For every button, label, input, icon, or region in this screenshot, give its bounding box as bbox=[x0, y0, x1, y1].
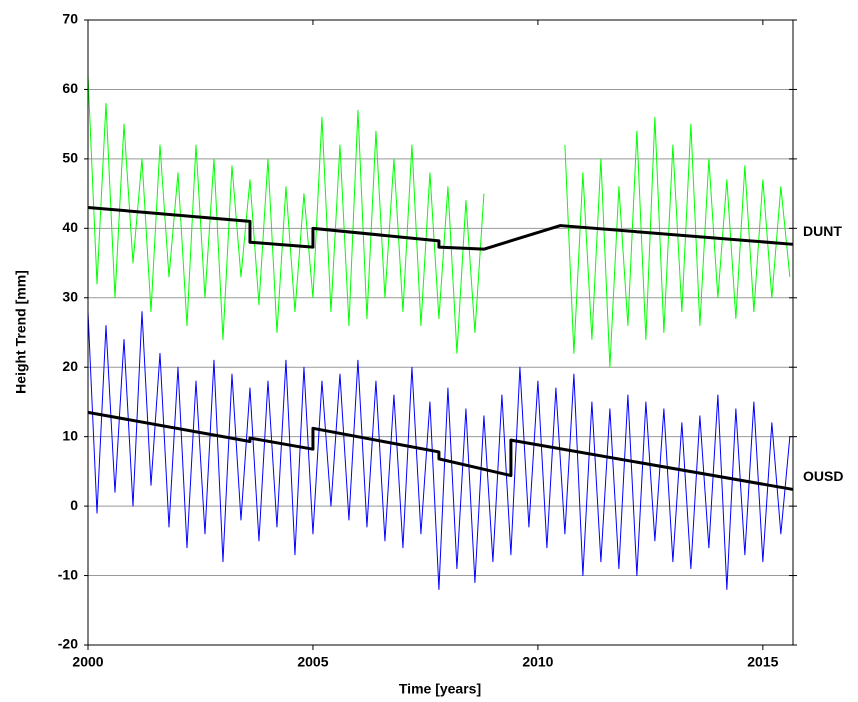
plot-frame bbox=[87, 19, 794, 646]
y-tick-label: 50 bbox=[62, 150, 78, 166]
series-line bbox=[87, 75, 791, 368]
y-tick-label: -20 bbox=[58, 636, 78, 652]
trend-line bbox=[87, 206, 794, 251]
x-tick-label: 2000 bbox=[72, 654, 103, 670]
x-tick-label: 2015 bbox=[747, 654, 778, 670]
series-label: OUSD bbox=[803, 468, 843, 484]
y-axis-title: Height Trend [mm] bbox=[13, 270, 29, 394]
trend-line bbox=[87, 410, 794, 491]
y-tick-label: -10 bbox=[58, 566, 78, 582]
x-axis-title: Time [years] bbox=[399, 681, 481, 697]
series-line bbox=[87, 311, 791, 590]
y-tick-label: 20 bbox=[62, 358, 78, 374]
y-tick-label: 10 bbox=[62, 427, 78, 443]
y-tick-label: 30 bbox=[62, 288, 78, 304]
x-tick-label: 2010 bbox=[522, 654, 553, 670]
y-tick-label: 40 bbox=[62, 219, 78, 235]
y-tick-label: 60 bbox=[62, 80, 78, 96]
y-tick-label: 0 bbox=[70, 497, 78, 513]
x-tick-label: 2005 bbox=[297, 654, 328, 670]
y-tick-label: 70 bbox=[62, 11, 78, 27]
series-label: DUNT bbox=[803, 223, 842, 239]
